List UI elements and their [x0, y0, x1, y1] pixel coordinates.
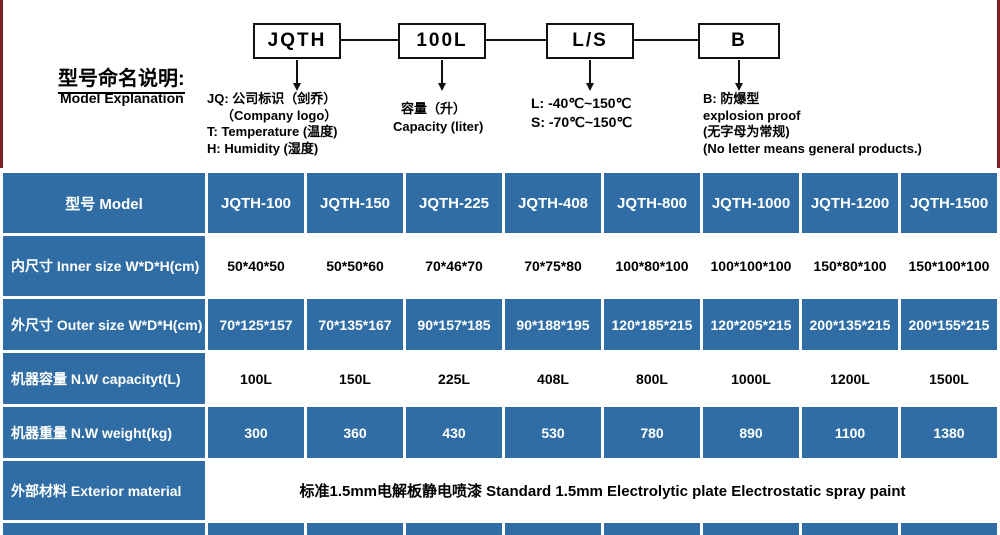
note-company-logo: JQ: 公司标识（剑乔） （Company logo） T: Temperatu… — [207, 91, 338, 157]
spec-value-cell: 1100 — [802, 407, 898, 458]
note-line: 容量（升） — [401, 101, 467, 116]
spec-value-cell: 100*80*100 — [604, 236, 700, 296]
note-line: （Company logo） — [221, 107, 338, 123]
spec-value-cell: 225L — [406, 353, 502, 404]
naming-box-b: B — [698, 23, 780, 59]
spec-value-cell: 70*46*70 — [406, 236, 502, 296]
spec-value-cell: 90*188*195 — [505, 299, 601, 350]
down-arrow-icon — [735, 60, 743, 91]
left-red-edge-decoration — [0, 0, 3, 168]
model-header-cell: JQTH-1000 — [703, 173, 799, 233]
row-label-cell: 机器容量 N.W capacityt(L) — [3, 353, 205, 404]
spec-value-cell: 90*157*185 — [406, 299, 502, 350]
naming-box-100l: 100L — [398, 23, 486, 59]
spec-table: 型号 Model JQTH-100 JQTH-150 JQTH-225 JQTH-408… — [0, 170, 1000, 535]
spec-value-cell: 150*100*100 — [901, 236, 997, 296]
spec-value-cell: 1380 — [901, 407, 997, 458]
spec-value-cell: 890 — [703, 407, 799, 458]
table-row: 外部材料 Exterior material 标准1.5mm电解板静电喷漆 Sta… — [3, 461, 997, 520]
note-temperature-range: L: -40℃~150℃ S: -70℃~150℃ — [531, 94, 632, 132]
spec-value-cell: 70*125*157 — [208, 299, 304, 350]
table-row: 内尺寸 Inner size W*D*H(cm) 50*40*50 50*50*60… — [3, 236, 997, 296]
note-line: (No letter means general products.) — [703, 140, 922, 156]
spec-value-cell: 200*135*215 — [802, 299, 898, 350]
note-line: T: Temperature (温度) — [207, 124, 338, 139]
down-arrow-icon — [438, 60, 446, 91]
model-header-cell: JQTH-1200 — [802, 173, 898, 233]
note-line: L: -40℃~150℃ — [531, 95, 632, 111]
row-label-cell: 外尺寸 Outer size W*D*H(cm) — [3, 299, 205, 350]
right-red-edge-decoration — [997, 0, 1000, 168]
header-label-cell: 型号 Model — [3, 173, 205, 233]
spec-value-cell: 100L — [208, 353, 304, 404]
row-span-value-cell: 标准1.5mm电解板静电喷漆 Standard 1.5mm Electrolyt… — [208, 461, 997, 520]
spec-value-cell — [505, 523, 601, 535]
spec-value-cell: 120*185*215 — [604, 299, 700, 350]
spec-value-cell: 50*50*60 — [307, 236, 403, 296]
spec-value-cell: 430 — [406, 407, 502, 458]
naming-box-ls: L/S — [546, 23, 634, 59]
spec-value-cell: 530 — [505, 407, 601, 458]
model-header-cell: JQTH-100 — [208, 173, 304, 233]
diagram-title-en: Model Explanation — [60, 90, 184, 106]
spec-value-cell — [901, 523, 997, 535]
table-partial-row — [3, 523, 997, 535]
row-label-cell: 机器重量 N.W weight(kg) — [3, 407, 205, 458]
spec-value-cell: 1200L — [802, 353, 898, 404]
spec-value-cell — [802, 523, 898, 535]
note-explosion-proof: B: 防爆型 explosion proof (无字母为常规) (No lett… — [703, 91, 922, 157]
row-label-cell — [3, 523, 205, 535]
table-header-row: 型号 Model JQTH-100 JQTH-150 JQTH-225 JQTH-408… — [3, 173, 997, 233]
spec-value-cell: 150*80*100 — [802, 236, 898, 296]
spec-value-cell — [703, 523, 799, 535]
spec-value-cell: 70*75*80 — [505, 236, 601, 296]
spec-value-cell — [208, 523, 304, 535]
model-header-cell: JQTH-408 — [505, 173, 601, 233]
spec-value-cell: 70*135*167 — [307, 299, 403, 350]
spec-value-cell: 780 — [604, 407, 700, 458]
model-header-cell: JQTH-225 — [406, 173, 502, 233]
note-line: JQ: 公司标识（剑乔） — [207, 91, 337, 106]
note-line: B: 防爆型 — [703, 91, 760, 106]
note-line: Capacity (liter) — [393, 119, 484, 134]
down-arrow-icon — [293, 60, 301, 91]
table-row: 机器重量 N.W weight(kg) 300 360 430 530 780 890 110… — [3, 407, 997, 458]
model-header-cell: JQTH-150 — [307, 173, 403, 233]
spec-value-cell: 1000L — [703, 353, 799, 404]
spec-value-cell: 408L — [505, 353, 601, 404]
row-label-cell: 内尺寸 Inner size W*D*H(cm) — [3, 236, 205, 296]
spec-value-cell — [307, 523, 403, 535]
spec-value-cell: 300 — [208, 407, 304, 458]
note-line: S: -70℃~150℃ — [531, 114, 633, 130]
spec-value-cell: 360 — [307, 407, 403, 458]
spec-value-cell — [406, 523, 502, 535]
naming-box-jqth: JQTH — [253, 23, 341, 59]
spec-value-cell — [604, 523, 700, 535]
spec-value-cell: 200*155*215 — [901, 299, 997, 350]
table-row: 机器容量 N.W capacityt(L) 100L 150L 225L 408L 800… — [3, 353, 997, 404]
note-line: H: Humidity (湿度) — [207, 140, 319, 156]
row-label-cell: 外部材料 Exterior material — [3, 461, 205, 520]
model-header-cell: JQTH-1500 — [901, 173, 997, 233]
table-row: 外尺寸 Outer size W*D*H(cm) 70*125*157 70*135… — [3, 299, 997, 350]
down-arrow-icon — [586, 60, 594, 91]
spec-value-cell: 50*40*50 — [208, 236, 304, 296]
spec-value-cell: 100*100*100 — [703, 236, 799, 296]
diagram-title-cn: 型号命名说明: — [58, 62, 185, 94]
model-header-cell: JQTH-800 — [604, 173, 700, 233]
note-line: explosion proof — [703, 107, 801, 123]
box-connector-line — [341, 39, 701, 41]
spec-value-cell: 120*205*215 — [703, 299, 799, 350]
note-line: (无字母为常规) — [703, 124, 790, 139]
spec-value-cell: 1500L — [901, 353, 997, 404]
spec-value-cell: 150L — [307, 353, 403, 404]
spec-value-cell: 800L — [604, 353, 700, 404]
note-capacity: 容量（升） Capacity (liter) — [393, 100, 483, 136]
